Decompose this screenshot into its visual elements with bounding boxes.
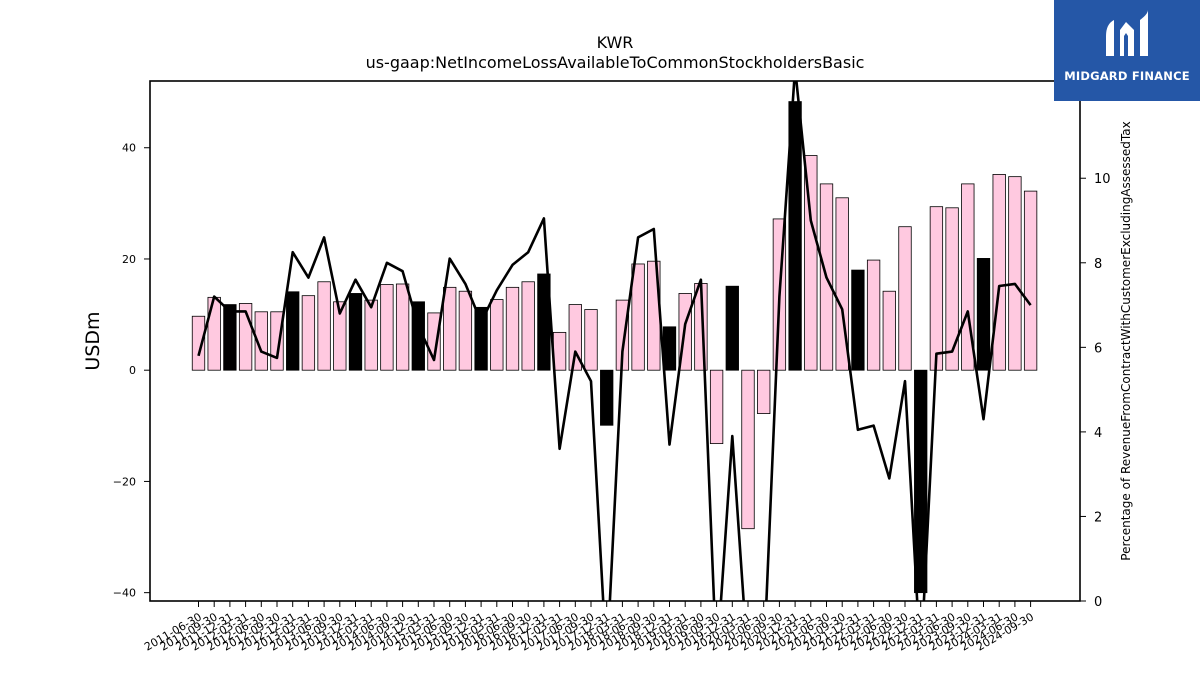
y2-tick-label: 6 bbox=[1094, 341, 1102, 356]
bar bbox=[804, 155, 818, 371]
y-tick-label: −40 bbox=[113, 587, 136, 600]
y2-tick-label: 0 bbox=[1094, 595, 1102, 610]
bar bbox=[474, 306, 488, 371]
bar bbox=[631, 263, 645, 371]
bar bbox=[788, 101, 802, 371]
bar bbox=[992, 174, 1006, 371]
bar bbox=[584, 309, 598, 371]
y-axis-left: −40 −20 0 20 40 bbox=[113, 142, 150, 600]
line-path bbox=[197, 81, 1032, 601]
bar bbox=[286, 291, 300, 371]
logo-mark-icon bbox=[1106, 10, 1148, 56]
y2-tick-label: 8 bbox=[1094, 257, 1102, 272]
y-tick-label: −20 bbox=[113, 475, 136, 488]
y-axis-right: 0 2 4 6 8 10 bbox=[1080, 172, 1111, 610]
bar bbox=[914, 369, 928, 594]
y-axis-label: USDm bbox=[82, 311, 104, 370]
bar bbox=[380, 284, 394, 371]
y2-tick-label: 10 bbox=[1094, 172, 1111, 187]
bar bbox=[301, 295, 316, 371]
bar bbox=[333, 301, 347, 371]
y-tick-label: 40 bbox=[122, 142, 136, 155]
bar bbox=[490, 299, 504, 371]
bar bbox=[898, 226, 912, 371]
bar bbox=[866, 259, 881, 371]
bar bbox=[443, 286, 457, 371]
bar bbox=[223, 304, 237, 371]
bar bbox=[725, 285, 739, 371]
bar bbox=[552, 331, 567, 371]
bar bbox=[882, 290, 896, 371]
bar bbox=[709, 369, 724, 445]
bar bbox=[348, 293, 363, 371]
bar bbox=[1023, 190, 1038, 371]
plot-frame bbox=[149, 80, 1081, 602]
bar bbox=[395, 283, 410, 371]
bar bbox=[1008, 176, 1022, 371]
chart-subtitle: us-gaap:NetIncomeLossAvailableToCommonSt… bbox=[366, 53, 865, 72]
bar bbox=[317, 281, 331, 371]
bar bbox=[741, 369, 755, 530]
brand-name: MIDGARD FINANCE bbox=[1064, 69, 1190, 83]
bar bbox=[521, 281, 535, 371]
bar bbox=[427, 312, 441, 371]
bar bbox=[662, 326, 677, 371]
bar bbox=[505, 286, 520, 371]
y2-tick-label: 2 bbox=[1094, 510, 1102, 525]
y2-axis-label: Percentage of RevenueFromContractWithCus… bbox=[1119, 121, 1133, 560]
brand-logo: MIDGARD FINANCE bbox=[1054, 0, 1200, 101]
bar bbox=[757, 369, 771, 414]
line-series bbox=[197, 81, 1032, 601]
bar bbox=[191, 315, 206, 371]
bar bbox=[945, 207, 959, 371]
bars bbox=[191, 101, 1038, 594]
y-tick-label: 0 bbox=[129, 364, 136, 377]
chart-title: KWR bbox=[597, 33, 634, 52]
bar bbox=[364, 299, 378, 371]
bar bbox=[976, 258, 991, 371]
bar bbox=[458, 290, 473, 371]
bar bbox=[254, 311, 268, 371]
x-axis: 2011-06-302011-09-302011-12-312012-03-31… bbox=[142, 601, 1036, 654]
bar bbox=[961, 183, 975, 371]
y-tick-label: 20 bbox=[122, 253, 136, 266]
bar bbox=[929, 206, 944, 371]
bar bbox=[851, 269, 865, 371]
y2-tick-label: 4 bbox=[1094, 426, 1102, 441]
bar bbox=[568, 304, 582, 371]
bar bbox=[600, 369, 614, 426]
